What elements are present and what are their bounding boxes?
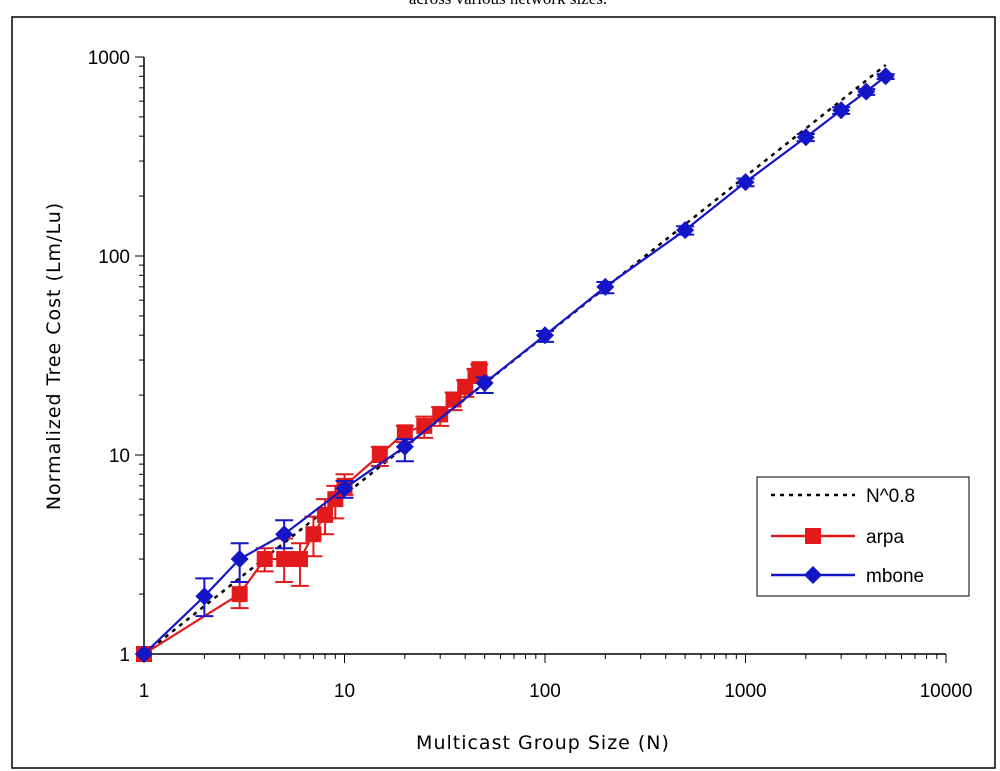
legend-marker-arpa	[805, 528, 821, 544]
data-point-arpa	[256, 551, 273, 568]
figure-caption: across various network sizes.	[409, 0, 607, 8]
data-point-arpa	[231, 586, 248, 603]
data-point-arpa	[317, 506, 334, 523]
data-point-arpa	[396, 424, 413, 441]
data-point-mbone	[135, 645, 153, 663]
data-point-arpa	[276, 551, 293, 568]
legend: N^0.8 arpa mbone	[756, 476, 970, 597]
data-point-arpa	[327, 491, 344, 508]
x-tick-label: 1000	[724, 681, 766, 702]
y-tick-label: 100	[98, 247, 130, 268]
data-point-mbone	[596, 277, 615, 296]
data-point-mbone	[736, 173, 755, 192]
data-point-mbone	[536, 326, 554, 345]
y-tick-label: 10	[109, 446, 130, 467]
data-point-arpa	[416, 417, 433, 434]
y-tick-label: 1000	[88, 48, 130, 69]
data-point-mbone	[475, 374, 494, 393]
series-layer	[135, 64, 895, 663]
data-point-mbone	[796, 128, 815, 147]
series-line-arpa	[143, 368, 481, 655]
data-point-mbone	[857, 82, 876, 101]
data-point-arpa	[292, 551, 309, 568]
data-point-arpa	[371, 447, 388, 463]
x-tick-label: 10	[334, 681, 355, 702]
chart-frame	[11, 16, 996, 769]
data-point-mbone	[230, 550, 249, 569]
y-axis-label: Normalized Tree Cost (Lm/Lu)	[43, 202, 65, 510]
legend-label-arpa: arpa	[866, 527, 904, 548]
data-point-mbone	[335, 479, 354, 498]
legend-label-n08: N^0.8	[866, 486, 915, 507]
data-point-mbone	[832, 101, 851, 120]
data-point-mbone	[275, 525, 294, 544]
x-tick-label: 10000	[920, 681, 973, 702]
y-tick-label: 1	[119, 645, 130, 666]
data-point-mbone	[676, 221, 695, 240]
x-tick-label: 1	[139, 681, 150, 702]
axes: 1 10 100 1000 10000 1 10 100 1000	[88, 48, 973, 702]
data-point-arpa	[305, 526, 322, 543]
data-point-arpa	[471, 361, 488, 378]
data-point-mbone	[395, 437, 414, 456]
x-axis-label: Multicast Group Size (N)	[416, 732, 670, 754]
legend-label-mbone: mbone	[866, 566, 924, 587]
data-point-mbone	[195, 587, 214, 606]
data-point-mbone	[876, 67, 895, 86]
x-tick-label: 100	[529, 681, 561, 702]
legend-marker-mbone	[804, 566, 822, 584]
data-point-arpa	[432, 406, 449, 423]
